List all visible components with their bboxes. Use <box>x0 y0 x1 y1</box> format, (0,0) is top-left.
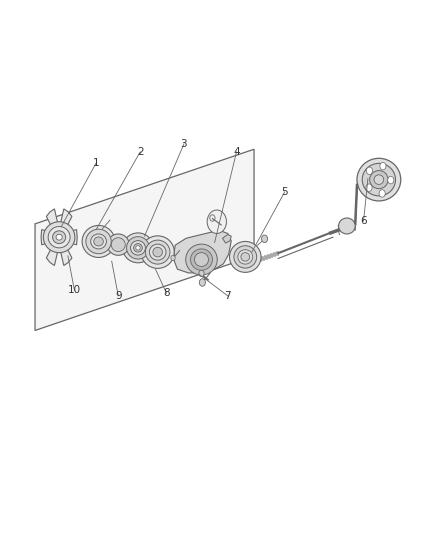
Text: 8: 8 <box>163 288 170 298</box>
Circle shape <box>388 176 394 184</box>
Ellipse shape <box>339 218 355 234</box>
Ellipse shape <box>241 253 250 261</box>
Circle shape <box>171 255 175 261</box>
Ellipse shape <box>136 246 140 250</box>
Ellipse shape <box>194 253 208 266</box>
Text: 5: 5 <box>281 187 288 197</box>
Polygon shape <box>41 209 77 265</box>
Ellipse shape <box>357 158 401 201</box>
Ellipse shape <box>191 249 212 270</box>
Ellipse shape <box>149 244 166 260</box>
Ellipse shape <box>131 241 145 255</box>
Ellipse shape <box>141 236 174 269</box>
Ellipse shape <box>43 222 75 253</box>
Ellipse shape <box>111 238 125 252</box>
Text: 4: 4 <box>233 147 240 157</box>
Ellipse shape <box>94 237 103 246</box>
Polygon shape <box>223 235 231 243</box>
Ellipse shape <box>362 163 396 196</box>
Ellipse shape <box>127 237 149 259</box>
Ellipse shape <box>234 246 257 268</box>
Text: 7: 7 <box>224 291 231 301</box>
Text: 9: 9 <box>115 291 122 301</box>
Circle shape <box>199 279 205 286</box>
Ellipse shape <box>230 241 261 272</box>
Ellipse shape <box>153 247 162 257</box>
Circle shape <box>207 210 226 233</box>
Text: 3: 3 <box>180 139 187 149</box>
Polygon shape <box>35 149 254 330</box>
Ellipse shape <box>53 231 66 244</box>
Text: 2: 2 <box>137 147 144 157</box>
Ellipse shape <box>145 240 170 264</box>
Ellipse shape <box>134 244 142 252</box>
Circle shape <box>379 190 385 197</box>
Ellipse shape <box>238 249 253 264</box>
Text: 1: 1 <box>93 158 100 167</box>
Text: 6: 6 <box>360 216 367 226</box>
Circle shape <box>367 167 373 174</box>
Circle shape <box>380 163 386 170</box>
Circle shape <box>366 184 372 191</box>
Ellipse shape <box>86 229 111 254</box>
Ellipse shape <box>374 175 384 184</box>
Ellipse shape <box>82 225 115 257</box>
Polygon shape <box>174 230 231 273</box>
Ellipse shape <box>186 244 217 275</box>
Ellipse shape <box>91 234 106 249</box>
Text: 10: 10 <box>68 286 81 295</box>
Ellipse shape <box>107 234 129 255</box>
Ellipse shape <box>123 233 153 263</box>
Circle shape <box>261 235 268 243</box>
Ellipse shape <box>48 227 70 248</box>
Ellipse shape <box>56 235 62 240</box>
Ellipse shape <box>370 171 388 189</box>
Circle shape <box>199 270 204 277</box>
